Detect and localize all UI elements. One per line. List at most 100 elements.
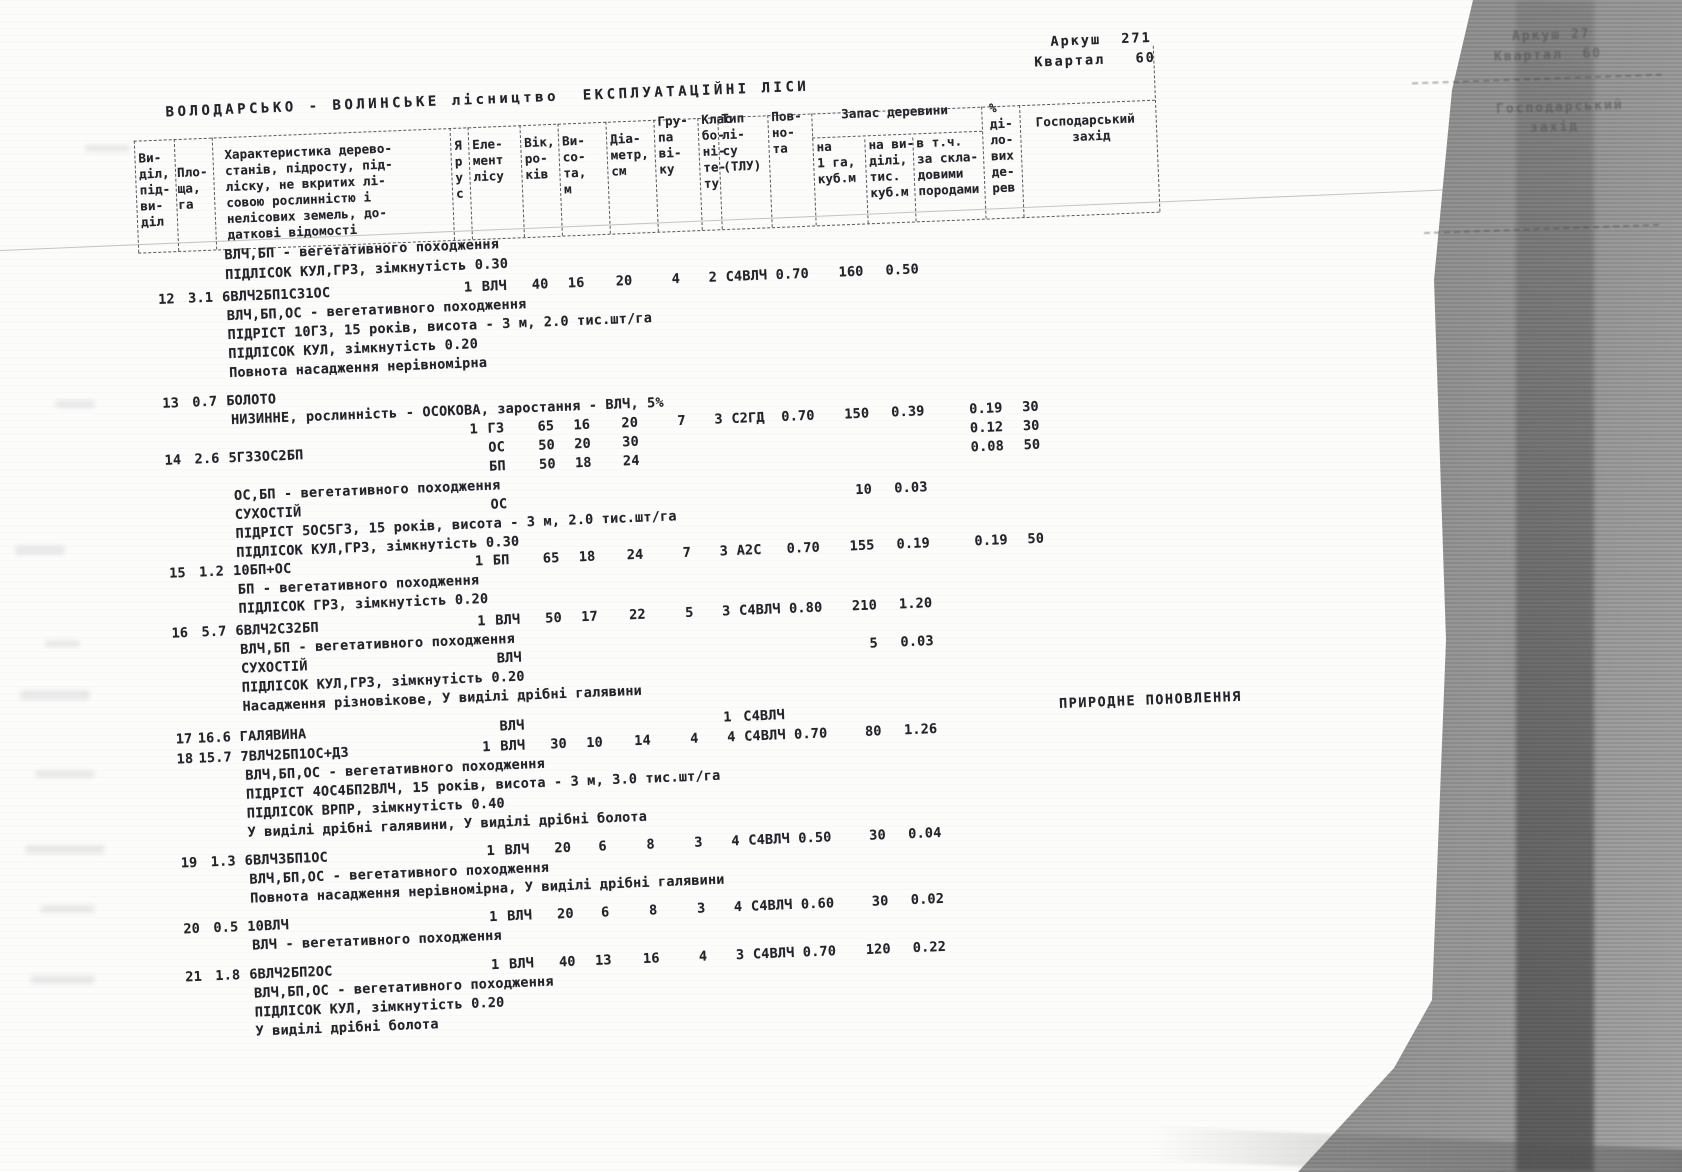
text-segment: на ви- bbox=[868, 135, 915, 153]
text-segment: 210 bbox=[851, 597, 878, 615]
text-segment: лі- bbox=[721, 126, 746, 143]
text-segment: ВЛЧ bbox=[494, 611, 521, 629]
text-segment: 5ГЗ3ОС2БП bbox=[228, 447, 304, 467]
text-segment: ВЛЧ bbox=[496, 649, 523, 667]
text-segment: ді- bbox=[989, 115, 1013, 132]
text-segment: в т.ч. bbox=[916, 133, 963, 151]
text-segment: 1 bbox=[490, 956, 500, 974]
text-segment: С4ВЛЧ bbox=[750, 896, 793, 915]
sheet-number-label: Аркуш 271 bbox=[1050, 29, 1153, 50]
text-segment: Вік, bbox=[523, 133, 555, 151]
text-segment: С4ВЛЧ bbox=[743, 727, 787, 745]
text-segment: діл bbox=[140, 213, 165, 230]
text-segment: 30 bbox=[1022, 417, 1040, 435]
text-segment: 50 bbox=[544, 609, 563, 627]
text-segment: 0.19 bbox=[896, 535, 931, 553]
text-segment: 0.02 bbox=[910, 890, 945, 909]
text-segment: 0.70 bbox=[793, 725, 828, 743]
text-segment: 1.26 bbox=[903, 720, 938, 739]
text-segment: 22 bbox=[628, 606, 647, 624]
text-segment: 13 bbox=[594, 952, 613, 969]
text-segment: БОЛОТО bbox=[225, 391, 277, 410]
text-segment: 3 bbox=[719, 543, 729, 560]
text-segment: С4ВЛЧ bbox=[748, 830, 791, 849]
text-segment: 30 bbox=[621, 433, 640, 451]
text-segment: даткові відомості bbox=[227, 221, 358, 243]
text-segment: 0.60 bbox=[800, 895, 835, 913]
text-segment: та bbox=[772, 140, 789, 157]
text-segment: де- bbox=[991, 163, 1015, 180]
text-segment: 30 bbox=[550, 735, 568, 753]
text-segment: 0.7 bbox=[191, 393, 218, 411]
text-segment: 6ВЛЧ2БП1СЗ1ОС bbox=[221, 284, 331, 306]
text-segment: 80 bbox=[864, 723, 883, 740]
text-segment: 1 bbox=[463, 279, 473, 296]
column-separator bbox=[1152, 45, 1161, 212]
column-separator bbox=[1019, 105, 1025, 218]
text-segment: Ви- bbox=[138, 149, 162, 166]
text-segment: під- bbox=[139, 181, 171, 198]
text-segment: 10ВЛЧ bbox=[247, 917, 290, 935]
text-segment: ків bbox=[525, 166, 549, 183]
text-segment: 1 bbox=[723, 709, 733, 726]
text-segment: Діа- bbox=[609, 130, 641, 147]
text-segment: 0.19 bbox=[974, 531, 1009, 550]
text-segment: ВЛЧ bbox=[504, 841, 530, 859]
text-segment: 1 bbox=[469, 421, 479, 438]
text-segment: 16.6 bbox=[197, 729, 232, 747]
text-segment: 155 bbox=[849, 537, 875, 555]
text-segment: 24 bbox=[626, 546, 644, 564]
text-segment: 0.03 bbox=[894, 479, 928, 497]
text-segment: с bbox=[455, 185, 465, 201]
text-segment: за скла- bbox=[916, 148, 979, 167]
column-separator bbox=[981, 106, 987, 219]
text-segment: м bbox=[563, 181, 572, 197]
text-segment: 1.20 bbox=[898, 595, 933, 613]
text-segment: Ви- bbox=[561, 132, 586, 149]
text-segment: со- bbox=[562, 148, 586, 165]
text-segment: 16 bbox=[573, 416, 591, 434]
text-segment: 18 bbox=[574, 454, 593, 472]
text-segment: 0.03 bbox=[900, 633, 935, 651]
text-segment: 18 bbox=[578, 548, 596, 566]
text-segment: 30 bbox=[1021, 398, 1040, 416]
text-segment: 3 bbox=[696, 900, 706, 917]
text-segment: Господарський bbox=[1035, 110, 1136, 130]
text-segment: ділі, bbox=[868, 151, 908, 169]
text-segment: 10 bbox=[855, 481, 873, 499]
text-segment: 6ВЛЧ2БП2ОС bbox=[248, 963, 333, 983]
text-segment: А2С bbox=[736, 541, 762, 559]
text-segment: 20 bbox=[183, 920, 201, 938]
text-segment: 30 bbox=[871, 893, 889, 910]
text-segment: 8 bbox=[646, 836, 656, 853]
text-segment: ВЛЧ bbox=[500, 737, 526, 755]
text-segment: 6ВЛЧ2СЗ2БП bbox=[235, 619, 320, 640]
text-segment: 10БП+ОС bbox=[232, 560, 292, 580]
text-segment: та, bbox=[563, 164, 587, 181]
text-segment: 4 bbox=[671, 270, 681, 288]
text-segment: 2.6 bbox=[194, 450, 220, 468]
text-segment: ВЛЧ bbox=[481, 277, 508, 295]
text-segment: НИЗИННЕ, рослинність - ОСОКОВА, заростан… bbox=[230, 394, 665, 429]
management-action: ПРИРОДНЕ ПОНОВЛЕННЯ bbox=[1058, 688, 1243, 713]
text-segment: 20 bbox=[556, 905, 575, 923]
text-segment: захід bbox=[1072, 127, 1111, 145]
text-segment: 1 bbox=[476, 613, 486, 630]
text-segment: БП bbox=[492, 552, 510, 569]
text-segment: 40 bbox=[531, 276, 549, 293]
text-segment: 50 bbox=[538, 456, 557, 473]
text-segment: 7ВЛЧ2БП1ОС+ДЗ bbox=[240, 744, 350, 765]
text-segment: 13 bbox=[162, 395, 180, 412]
text-segment: 16 bbox=[567, 274, 585, 292]
text-segment: ви- bbox=[140, 197, 164, 214]
text-segment: % bbox=[988, 100, 998, 116]
text-segment: на bbox=[816, 138, 833, 155]
text-segment: у bbox=[455, 169, 464, 185]
text-segment: 0.08 bbox=[970, 438, 1005, 456]
column-separator bbox=[811, 113, 817, 226]
text-segment: ку bbox=[659, 161, 675, 177]
text-segment: ло- bbox=[990, 131, 1014, 148]
text-segment: довими bbox=[917, 165, 964, 183]
